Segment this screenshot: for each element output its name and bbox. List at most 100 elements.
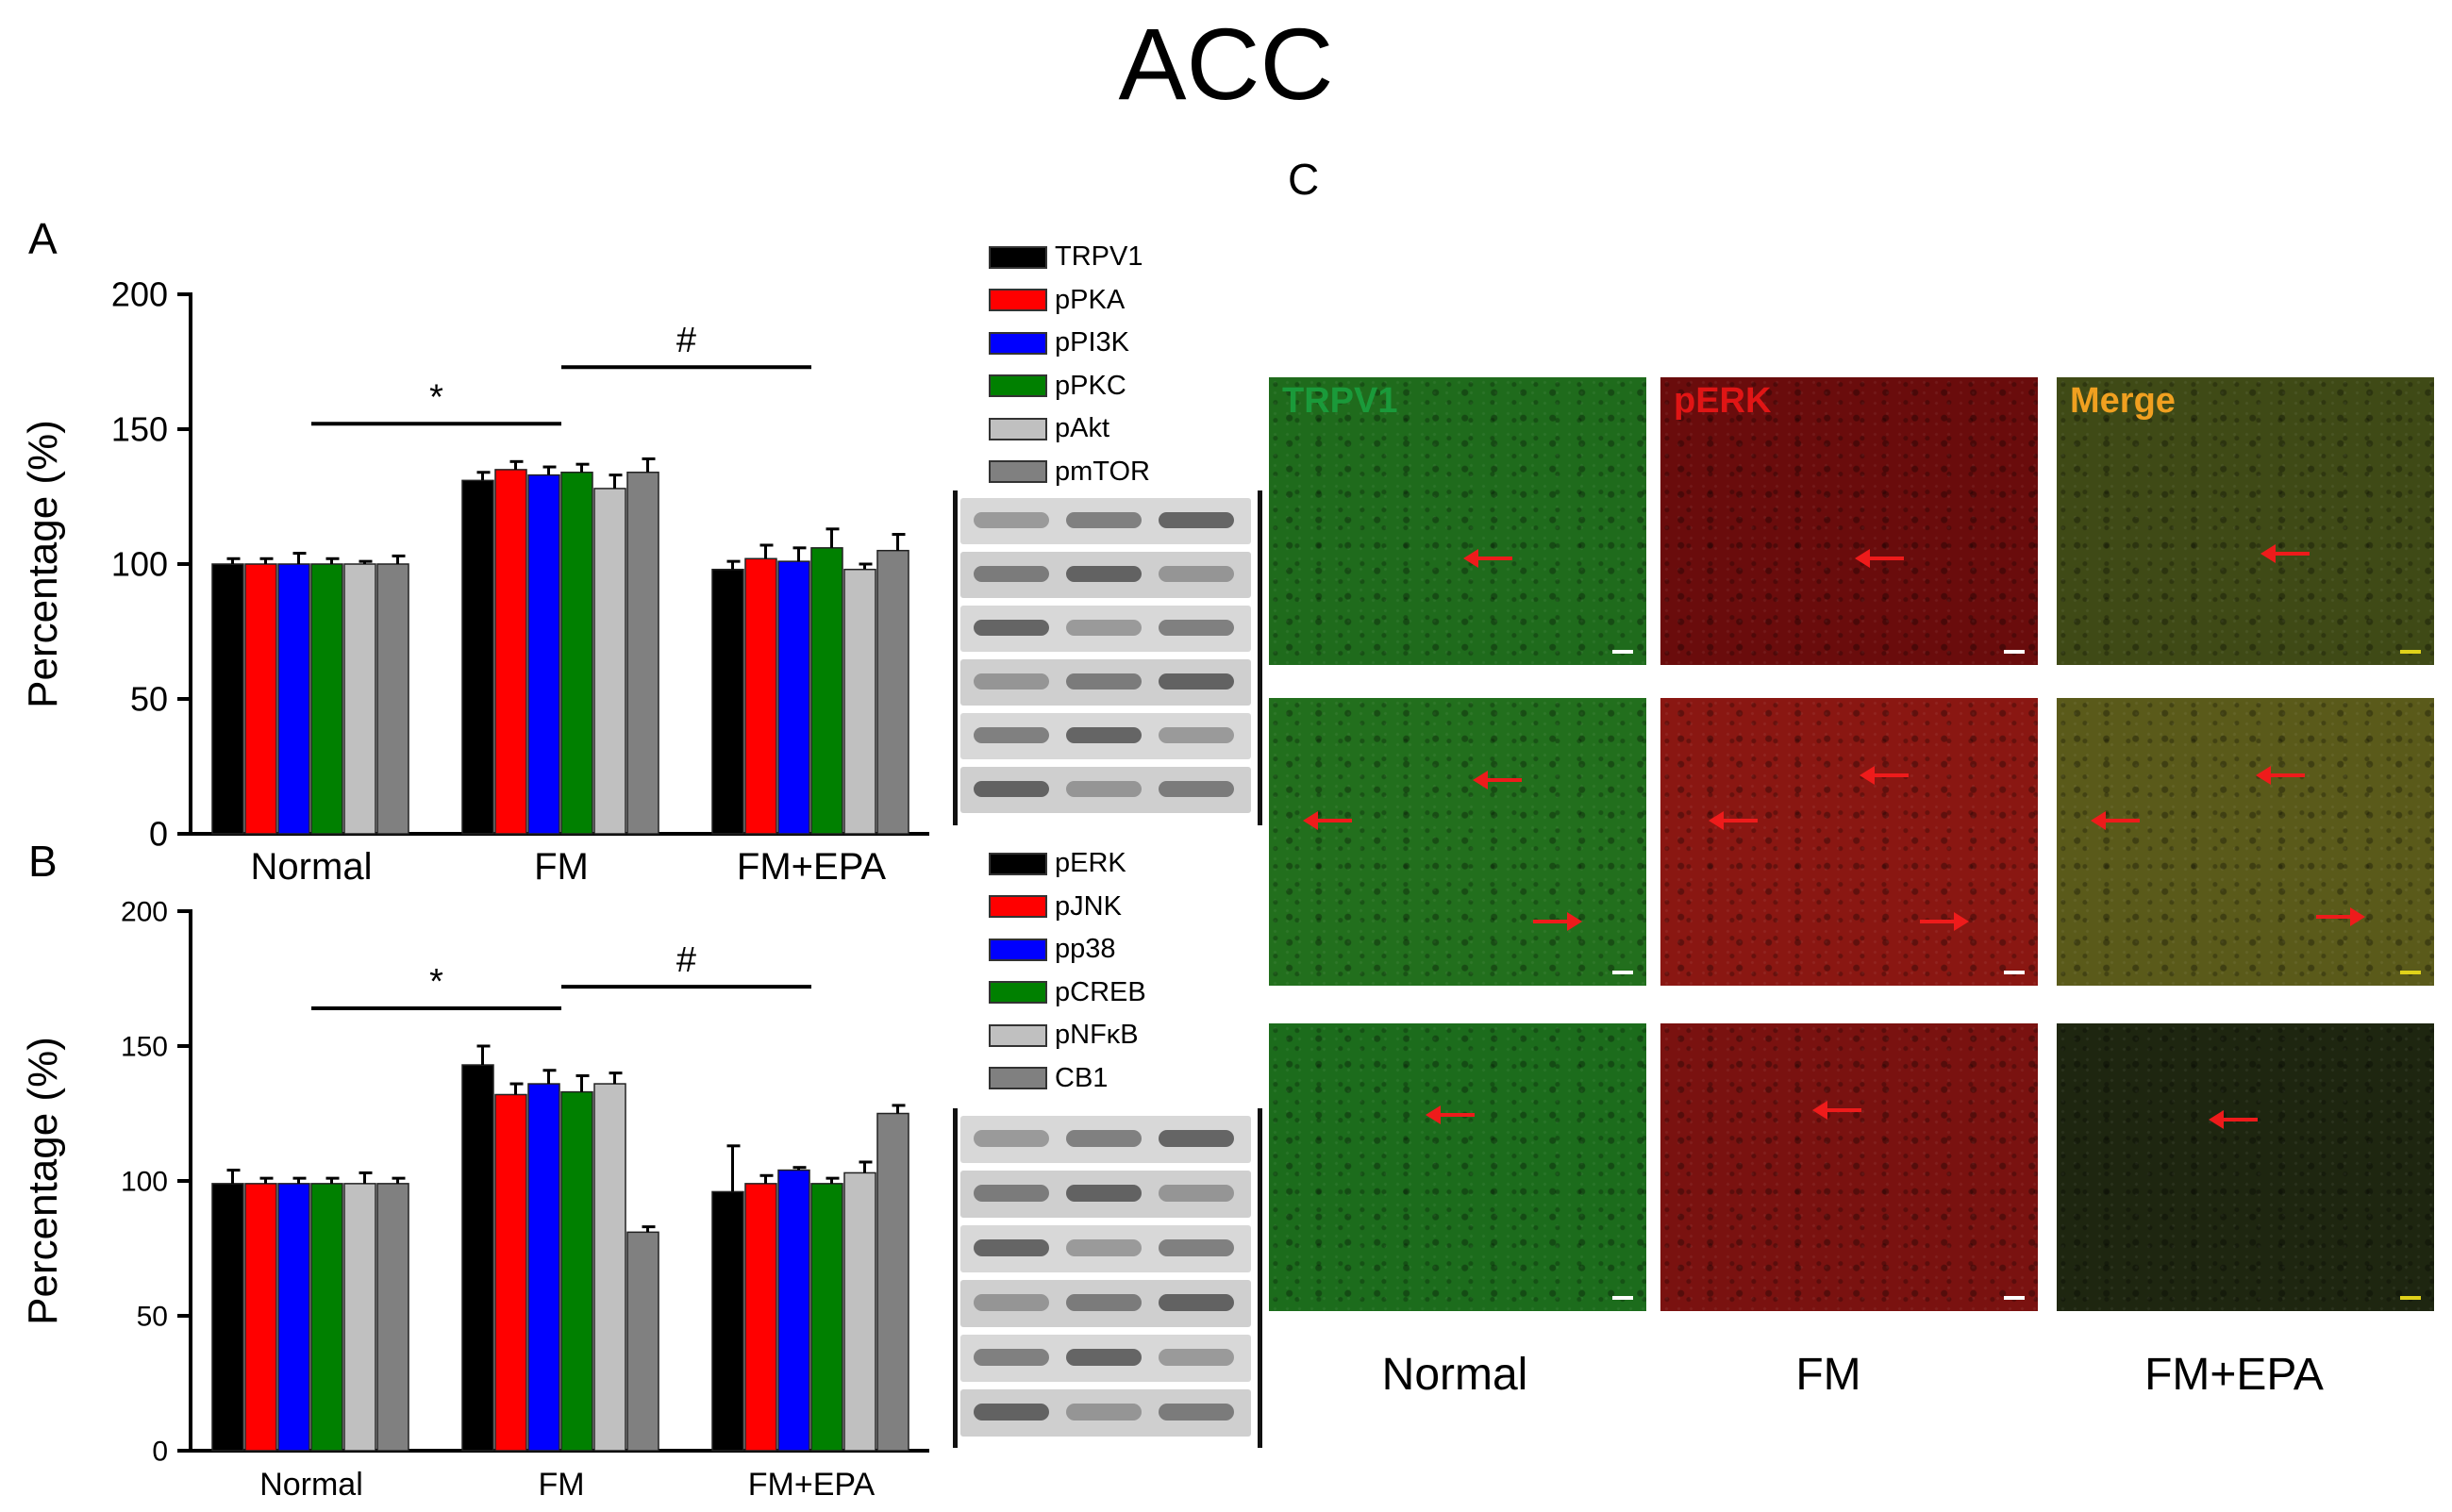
blot-strip: [960, 767, 1251, 813]
column-label-fm-epa: FM+EPA: [2144, 1350, 2324, 1400]
legend-label: pPKC: [1055, 370, 1126, 401]
blot-band: [1159, 511, 1234, 529]
blot-band: [974, 726, 1049, 744]
micrograph-trpv1-normal: TRPV1: [1269, 377, 1646, 665]
blot-border: [953, 490, 958, 825]
legend-swatch: [989, 1067, 1047, 1090]
blot-band: [1159, 673, 1234, 690]
legend-swatch: [989, 245, 1047, 269]
column-label-normal: Normal: [1381, 1350, 1528, 1400]
legend-swatch: [989, 981, 1047, 1005]
legend-label: pJNK: [1055, 890, 1122, 922]
y-axis-label: Percentage (%): [20, 420, 66, 708]
bar-pjnk-fm+epa: [744, 1183, 777, 1452]
bar-pjnk-normal: [244, 1183, 277, 1452]
bar-pcreb-fm: [560, 1090, 593, 1452]
bar-pnfκb-fm: [593, 1083, 626, 1452]
y-axis-label: Percentage (%): [20, 1037, 66, 1325]
x-category-label: Normal: [259, 1467, 363, 1503]
bar-trpv1-normal: [211, 563, 244, 835]
legend-b: pERK pJNK pp38 pCREB pNFκB CB1: [989, 842, 1272, 1100]
y-tick-label: 50: [130, 680, 168, 719]
figure-title: ACC: [1118, 7, 1334, 121]
red-arrow-icon: [1426, 1105, 1475, 1124]
bar-pp38-normal: [277, 1183, 310, 1452]
significance-marker: *: [429, 962, 443, 1002]
blot-strip: [960, 552, 1251, 598]
channel-label: Merge: [2070, 381, 2176, 421]
red-arrow-icon: [2316, 907, 2365, 926]
legend-swatch: [989, 852, 1047, 875]
micrograph-merge-fm: [2057, 698, 2434, 986]
bar-cb1-normal: [376, 1183, 409, 1452]
scale-bar: [1612, 971, 1633, 974]
blot-band: [1066, 726, 1142, 744]
y-tick-label: 100: [121, 1167, 168, 1198]
blot-band: [974, 565, 1049, 583]
blot-band: [1066, 1404, 1142, 1421]
x-category-label: FM+EPA: [748, 1467, 876, 1503]
blot-band: [1066, 1294, 1142, 1311]
legend-label: pPKA: [1055, 284, 1126, 315]
blot-strip: [960, 659, 1251, 706]
significance-marker: #: [676, 321, 696, 360]
legend-label: pCREB: [1055, 976, 1146, 1007]
legend-item: TRPV1: [989, 236, 1272, 279]
channel-label: pERK: [1674, 381, 1772, 421]
panel-letter-b: B: [28, 837, 58, 886]
red-arrow-icon: [2260, 544, 2310, 563]
blot-band: [974, 1349, 1049, 1366]
blot-strip: [960, 606, 1251, 652]
scale-bar: [2004, 1296, 2025, 1300]
bar-cb1-fm+epa: [876, 1112, 909, 1452]
red-arrow-icon: [2256, 766, 2305, 785]
x-category-label: Normal: [251, 846, 373, 888]
bar-ppkc-fm: [560, 472, 593, 835]
blot-band: [974, 619, 1049, 637]
micrograph-trpv1-fm: [1269, 698, 1646, 986]
legend-item: pERK: [989, 842, 1272, 886]
significance-marker: #: [676, 940, 696, 980]
legend-item: CB1: [989, 1057, 1272, 1101]
legend-swatch: [989, 331, 1047, 355]
blot-band: [1159, 780, 1234, 798]
red-arrow-icon: [1860, 766, 1909, 785]
red-arrow-icon: [1303, 811, 1352, 830]
red-arrow-icon: [1855, 549, 1904, 568]
channel-label: TRPV1: [1282, 381, 1398, 421]
scale-bar: [2400, 971, 2421, 974]
blot-border: [1258, 1108, 1262, 1448]
y-tick-label: 50: [137, 1302, 168, 1333]
legend-swatch: [989, 938, 1047, 961]
blot-strip: [960, 1335, 1251, 1382]
blot-strip: [960, 1280, 1251, 1327]
blot-band: [974, 673, 1049, 690]
red-arrow-icon: [2209, 1110, 2258, 1129]
legend-swatch: [989, 374, 1047, 398]
blot-strip: [960, 1389, 1251, 1437]
blot-band: [1066, 565, 1142, 583]
legend-label: pERK: [1055, 848, 1126, 879]
bar-perk-fm+epa: [711, 1190, 744, 1452]
bar-trpv1-fm+epa: [711, 568, 744, 835]
legend-swatch: [989, 895, 1047, 919]
bar-chart-b: 0 50 100 150 200 Percentage (%) Normal FM FM+EPA…: [20, 897, 929, 1503]
bar-pp38-fm+epa: [777, 1169, 810, 1452]
legend-item: pJNK: [989, 886, 1272, 929]
scale-bar: [2400, 1296, 2421, 1300]
legend-item: pNFκB: [989, 1014, 1272, 1057]
blot-band: [1066, 1239, 1142, 1256]
significance-marker: *: [429, 377, 443, 417]
legend-swatch: [989, 460, 1047, 484]
bar-perk-normal: [211, 1183, 244, 1452]
scale-bar: [1612, 1296, 1633, 1300]
bar-ppi3k-fm+epa: [777, 560, 810, 835]
legend-label: pPI3K: [1055, 327, 1129, 358]
blot-band: [1066, 619, 1142, 637]
micrograph-perk-normal: pERK: [1660, 377, 2038, 665]
micrograph-merge-fm-epa: [2057, 1023, 2434, 1311]
scale-bar: [2004, 650, 2025, 654]
blot-strip: [960, 1225, 1251, 1272]
bar-ppka-normal: [244, 563, 277, 835]
legend-item: pp38: [989, 928, 1272, 972]
